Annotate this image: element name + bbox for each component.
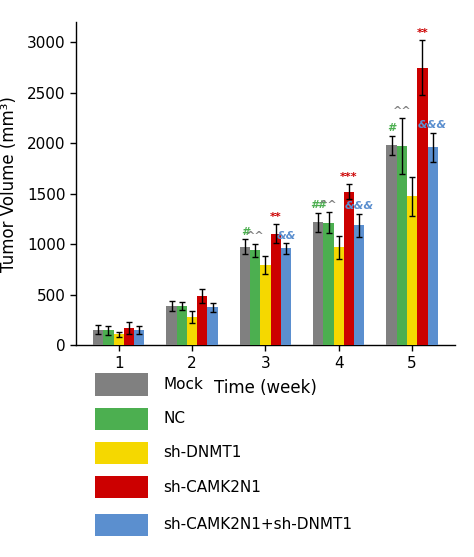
Bar: [103, 330, 114, 345]
Text: #: #: [388, 123, 395, 133]
Text: &&&: &&&: [345, 201, 374, 211]
Text: sh-CAMK2N1: sh-CAMK2N1: [163, 480, 261, 495]
Text: Mock: Mock: [163, 377, 203, 392]
Bar: [177, 306, 187, 345]
Bar: [334, 247, 344, 345]
Text: **: **: [270, 212, 282, 222]
Y-axis label: Tumor Volume (mm³): Tumor Volume (mm³): [0, 96, 18, 272]
Text: ^^: ^^: [392, 106, 411, 116]
Bar: [250, 251, 260, 345]
Bar: [354, 225, 365, 345]
Bar: [407, 197, 417, 345]
Text: sh-DNMT1: sh-DNMT1: [163, 446, 241, 461]
Bar: [197, 296, 208, 345]
Bar: [323, 223, 334, 345]
Bar: [428, 148, 438, 345]
Bar: [417, 68, 428, 345]
Text: NC: NC: [163, 412, 185, 426]
Bar: [260, 265, 271, 345]
Text: ***: ***: [340, 172, 358, 182]
Bar: [187, 317, 197, 345]
Text: sh-CAMK2N1+sh-DNMT1: sh-CAMK2N1+sh-DNMT1: [163, 517, 352, 532]
FancyBboxPatch shape: [95, 408, 148, 430]
Bar: [386, 145, 397, 345]
Text: #: #: [241, 227, 249, 237]
FancyBboxPatch shape: [95, 514, 148, 536]
Bar: [281, 248, 291, 345]
Text: ^^: ^^: [246, 231, 264, 241]
Text: &&: &&: [276, 231, 296, 241]
Bar: [93, 330, 103, 345]
FancyBboxPatch shape: [95, 373, 148, 396]
Bar: [124, 328, 134, 345]
Bar: [114, 334, 124, 345]
X-axis label: Time (week): Time (week): [214, 379, 317, 397]
Bar: [313, 222, 323, 345]
Bar: [166, 306, 177, 345]
Bar: [208, 307, 218, 345]
FancyBboxPatch shape: [95, 476, 148, 499]
Bar: [271, 234, 281, 345]
Bar: [240, 247, 250, 345]
Text: ##: ##: [310, 200, 326, 210]
Text: **: **: [417, 28, 428, 38]
Text: ^^: ^^: [319, 199, 338, 209]
Bar: [134, 330, 145, 345]
Bar: [397, 146, 407, 345]
FancyBboxPatch shape: [95, 442, 148, 465]
Bar: [344, 192, 354, 345]
Text: &&&: &&&: [418, 120, 447, 130]
